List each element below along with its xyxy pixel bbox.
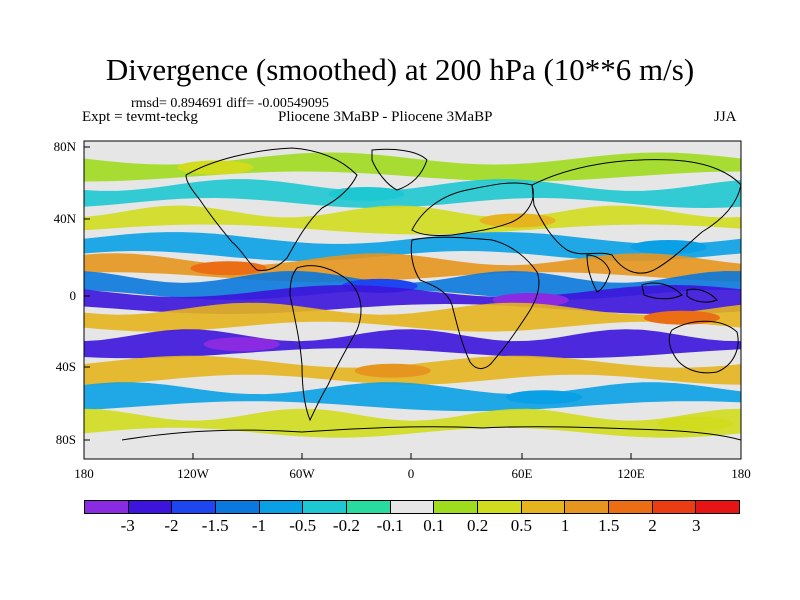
colorbar-box [609,501,653,513]
lon-label-180e: 180 [731,466,751,481]
colorbar-box [652,501,697,513]
colorbar-box [478,501,522,513]
colorbar-box [521,501,566,513]
colorbar-label: -0.2 [332,516,360,535]
colorbar-box [434,501,479,513]
map-frame [83,140,742,460]
colorbar-box [347,501,391,513]
lat-label-40n: 40N [53,211,76,226]
colorbar-label: -0.1 [376,516,404,535]
colorbar [84,500,740,514]
colorbar-label: -3 [120,516,135,535]
season-label: JJA [714,109,737,125]
divergence-core [657,416,733,431]
divergence-core [630,240,707,254]
divergence-core [479,213,556,228]
colorbar-box [303,501,348,513]
colorbar-box [390,501,435,513]
divergence-core [505,390,582,405]
colorbar-box [696,501,740,513]
lon-label-0: 0 [407,466,415,481]
divergence-band [84,152,741,182]
stats-text: rmsd= 0.894691 diff= -0.00549095 [131,96,329,111]
colorbar-label: 3 [692,516,701,535]
colorbar-label: 0.5 [510,516,532,535]
colorbar-label: 1.5 [598,516,620,535]
colorbar-box [216,501,260,513]
colorbar-box [259,501,304,513]
lon-label-60w: 60W [289,466,315,481]
colorbar-box [172,501,217,513]
divergence-band [84,232,741,261]
colorbar-label: -1 [251,516,266,535]
lat-label-80s: 80S [55,432,76,447]
lat-label-0: 0 [69,288,77,303]
divergence-band [84,253,741,283]
coastlines [121,147,741,441]
divergence-band [84,205,741,235]
divergence-map [83,140,742,460]
colorbar-label: 2 [648,516,657,535]
colorbar-label: 0.2 [466,516,489,535]
divergence-field [84,152,741,438]
lat-label-40s: 40S [55,359,76,374]
lon-label-60e: 60E [511,466,533,481]
divergence-core [203,337,280,352]
divergence-core [177,160,254,175]
colorbar-label: 0.1 [423,516,445,535]
case-label: Pliocene 3MaBP - Pliocene 3MaBP [278,109,493,125]
divergence-core [354,363,431,378]
divergence-band [84,302,741,332]
lon-label-120w: 120W [177,466,209,481]
colorbar-label: -2 [164,516,179,535]
lon-label-120e: 120E [617,466,645,481]
colorbar-label: -1.5 [201,516,229,535]
divergence-band [84,382,741,412]
colorbar-box [565,501,610,513]
experiment-label: Expt = tevmt-teckg [82,109,198,125]
divergence-core [643,310,720,325]
divergence-core [190,261,267,276]
divergence-core [328,187,405,201]
colorbar-box [128,501,173,513]
colorbar-label: -0.5 [289,516,317,535]
chart-title: Divergence (smoothed) at 200 hPa (10**6 … [105,52,695,87]
colorbar-box [85,501,129,513]
divergence-band [84,179,741,208]
lat-label-80n: 80N [53,139,76,154]
colorbar-label: 1 [560,516,570,535]
axis-ticks [83,146,742,459]
lon-label-180w: 180 [74,466,94,481]
